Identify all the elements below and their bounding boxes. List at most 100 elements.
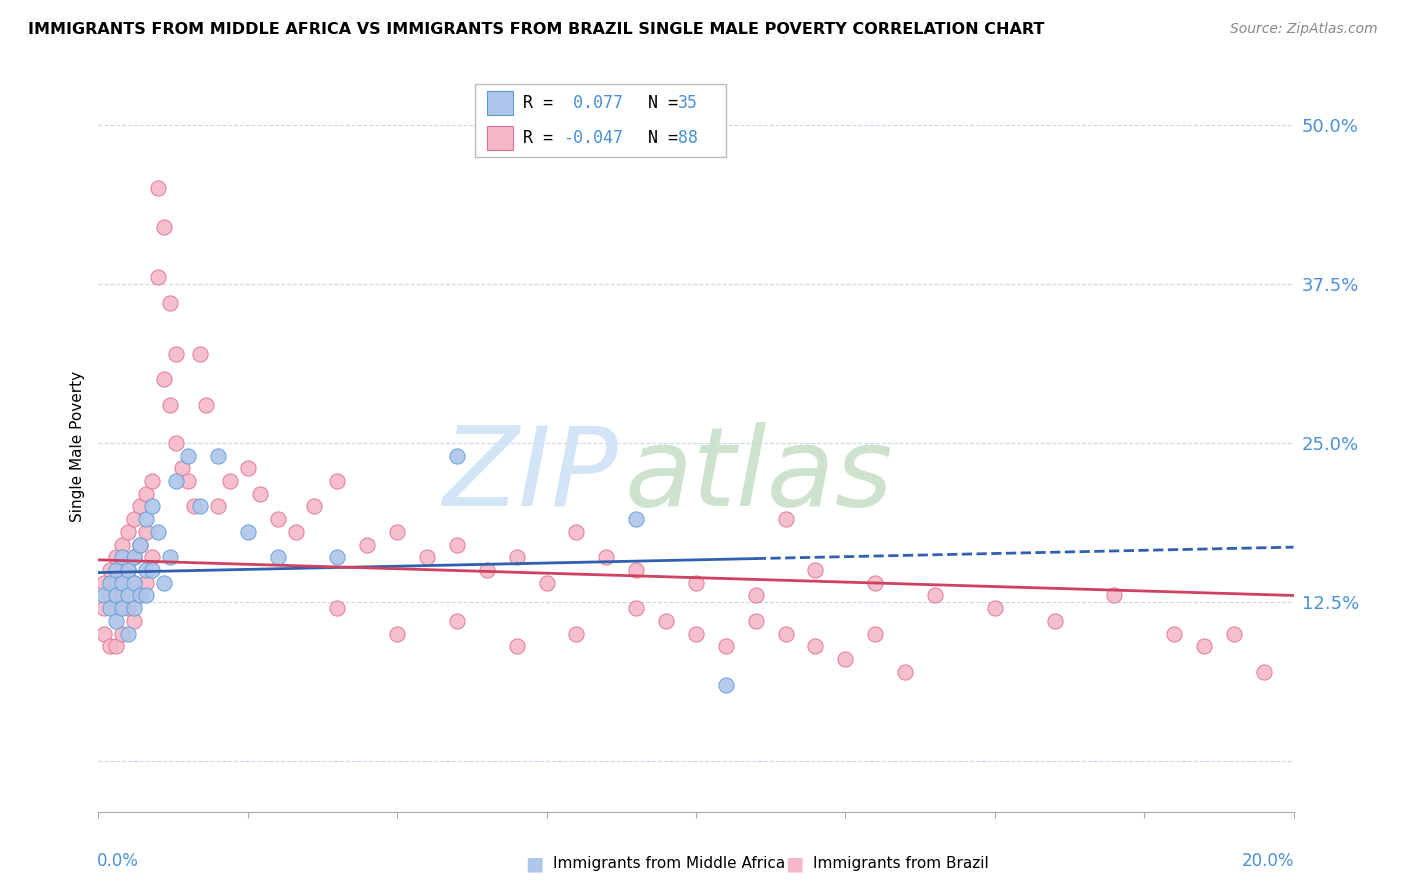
Point bbox=[129, 500, 152, 514]
Text: Source: ZipAtlas.com: Source: ZipAtlas.com bbox=[1230, 22, 1378, 37]
Point bbox=[124, 575, 146, 590]
Point bbox=[148, 181, 170, 195]
Point bbox=[745, 614, 768, 628]
Point bbox=[135, 512, 157, 526]
Point bbox=[284, 524, 307, 539]
Point bbox=[165, 435, 187, 450]
Point bbox=[177, 449, 200, 463]
Point bbox=[129, 538, 152, 552]
Point bbox=[302, 500, 325, 514]
Point bbox=[165, 474, 187, 488]
Text: 0.077: 0.077 bbox=[564, 94, 623, 112]
Point bbox=[416, 550, 439, 565]
Point bbox=[207, 500, 229, 514]
Point bbox=[124, 512, 146, 526]
Bar bbox=[486, 126, 513, 150]
Point bbox=[111, 575, 134, 590]
Point bbox=[153, 575, 176, 590]
Point bbox=[1043, 614, 1066, 628]
Point bbox=[98, 640, 122, 654]
Point bbox=[129, 538, 152, 552]
Text: IMMIGRANTS FROM MIDDLE AFRICA VS IMMIGRANTS FROM BRAZIL SINGLE MALE POVERTY CORR: IMMIGRANTS FROM MIDDLE AFRICA VS IMMIGRA… bbox=[28, 22, 1045, 37]
Text: R =: R = bbox=[523, 94, 562, 112]
Point bbox=[506, 550, 529, 565]
Point bbox=[124, 550, 146, 565]
Point bbox=[129, 589, 152, 603]
Point bbox=[834, 652, 856, 666]
Point bbox=[745, 589, 768, 603]
Point bbox=[93, 589, 115, 603]
Point bbox=[141, 500, 163, 514]
Point bbox=[111, 563, 134, 577]
Text: 20.0%: 20.0% bbox=[1243, 852, 1295, 870]
Point bbox=[117, 626, 139, 640]
Bar bbox=[486, 91, 513, 115]
Point bbox=[135, 486, 157, 500]
Point bbox=[188, 347, 211, 361]
Point bbox=[475, 563, 498, 577]
Point bbox=[195, 398, 218, 412]
Text: ZIP: ZIP bbox=[443, 422, 619, 529]
Point bbox=[714, 640, 737, 654]
Point bbox=[93, 626, 115, 640]
Point bbox=[446, 614, 468, 628]
Point bbox=[98, 589, 122, 603]
Point bbox=[148, 270, 170, 285]
Text: N =: N = bbox=[628, 94, 688, 112]
Point bbox=[177, 474, 200, 488]
Point bbox=[536, 575, 558, 590]
Y-axis label: Single Male Poverty: Single Male Poverty bbox=[70, 370, 86, 522]
Point bbox=[188, 500, 211, 514]
Point bbox=[111, 550, 134, 565]
Text: -0.047: -0.047 bbox=[564, 129, 623, 147]
Point bbox=[153, 372, 176, 386]
Point bbox=[111, 589, 134, 603]
Point bbox=[984, 601, 1007, 615]
Point bbox=[117, 589, 139, 603]
Point bbox=[804, 640, 827, 654]
Point bbox=[249, 486, 271, 500]
FancyBboxPatch shape bbox=[475, 84, 725, 157]
Point bbox=[1104, 589, 1126, 603]
Point bbox=[105, 575, 128, 590]
Point bbox=[159, 296, 181, 310]
Point bbox=[1163, 626, 1185, 640]
Point bbox=[117, 524, 139, 539]
Point bbox=[165, 347, 187, 361]
Point bbox=[595, 550, 617, 565]
Point bbox=[446, 449, 468, 463]
Point bbox=[135, 589, 157, 603]
Point bbox=[124, 614, 146, 628]
Point bbox=[385, 524, 409, 539]
Point bbox=[236, 524, 259, 539]
Point bbox=[219, 474, 242, 488]
Point bbox=[626, 601, 648, 615]
Text: R =: R = bbox=[523, 129, 562, 147]
Point bbox=[111, 626, 134, 640]
Point bbox=[98, 601, 122, 615]
Point bbox=[111, 538, 134, 552]
Point bbox=[124, 601, 146, 615]
Point bbox=[1223, 626, 1246, 640]
Point bbox=[626, 563, 648, 577]
Point bbox=[865, 626, 887, 640]
Point bbox=[135, 524, 157, 539]
Text: ■: ■ bbox=[524, 854, 544, 873]
Point bbox=[385, 626, 409, 640]
Point bbox=[565, 626, 588, 640]
Text: Immigrants from Middle Africa: Immigrants from Middle Africa bbox=[553, 856, 785, 871]
Point bbox=[714, 677, 737, 691]
Point bbox=[172, 461, 194, 475]
Point bbox=[356, 538, 378, 552]
Point bbox=[105, 589, 128, 603]
Point bbox=[117, 563, 139, 577]
Point bbox=[565, 524, 588, 539]
Point bbox=[326, 550, 349, 565]
Point bbox=[105, 563, 128, 577]
Point bbox=[111, 601, 134, 615]
Point bbox=[267, 550, 290, 565]
Text: Immigrants from Brazil: Immigrants from Brazil bbox=[813, 856, 988, 871]
Point bbox=[124, 550, 146, 565]
Point bbox=[626, 512, 648, 526]
Point bbox=[267, 512, 290, 526]
